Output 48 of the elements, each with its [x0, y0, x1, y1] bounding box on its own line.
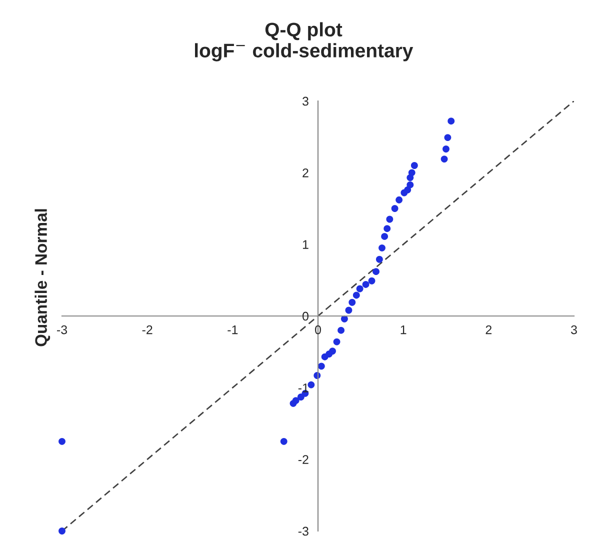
- point: [391, 205, 398, 212]
- y-tick-label: 2: [302, 168, 308, 178]
- chart-title: Q-Q plot logF$^{−}$ cold-sedimentary: [194, 22, 414, 62]
- point: [333, 338, 340, 346]
- point: [58, 438, 66, 445]
- point: [386, 216, 394, 223]
- y-tick-label: -3: [298, 526, 308, 536]
- x-tick-label: -1: [228, 325, 238, 334]
- point: [410, 162, 418, 169]
- x-tick-label: 1: [400, 325, 406, 334]
- x-tick-label: 3: [571, 325, 577, 334]
- point: [440, 156, 448, 163]
- point: [381, 232, 388, 240]
- y-tick-label: -2: [298, 455, 308, 464]
- point: [352, 292, 360, 299]
- point: [329, 348, 336, 355]
- point: [372, 268, 380, 276]
- point: [442, 146, 450, 152]
- point: [384, 225, 391, 232]
- point: [356, 285, 364, 292]
- point: [404, 186, 412, 194]
- point: [378, 244, 386, 252]
- y-axis-title: Quantile - Normal: [34, 209, 50, 346]
- y-tick-label: 1: [302, 240, 308, 249]
- point: [338, 326, 345, 334]
- point: [408, 169, 416, 176]
- y-tick-label: -1: [298, 384, 308, 392]
- point: [345, 306, 352, 314]
- point: [444, 134, 452, 142]
- point: [362, 280, 370, 288]
- x-tick-label: -2: [142, 325, 152, 334]
- point: [376, 256, 383, 263]
- y-tick-label: 0: [302, 312, 308, 321]
- x-tick-label: 0: [315, 325, 321, 334]
- x-tick-label: 2: [486, 325, 492, 334]
- point: [280, 438, 288, 445]
- point: [348, 298, 356, 306]
- point: [297, 394, 304, 400]
- point: [308, 381, 315, 388]
- point: [368, 277, 376, 284]
- point: [448, 118, 455, 125]
- point: [396, 196, 403, 204]
- x-tick-label: -3: [57, 325, 68, 334]
- y-tick-label: 3: [302, 96, 308, 106]
- point: [406, 181, 414, 188]
- point: [58, 528, 66, 534]
- point: [292, 397, 300, 404]
- point: [318, 362, 325, 370]
